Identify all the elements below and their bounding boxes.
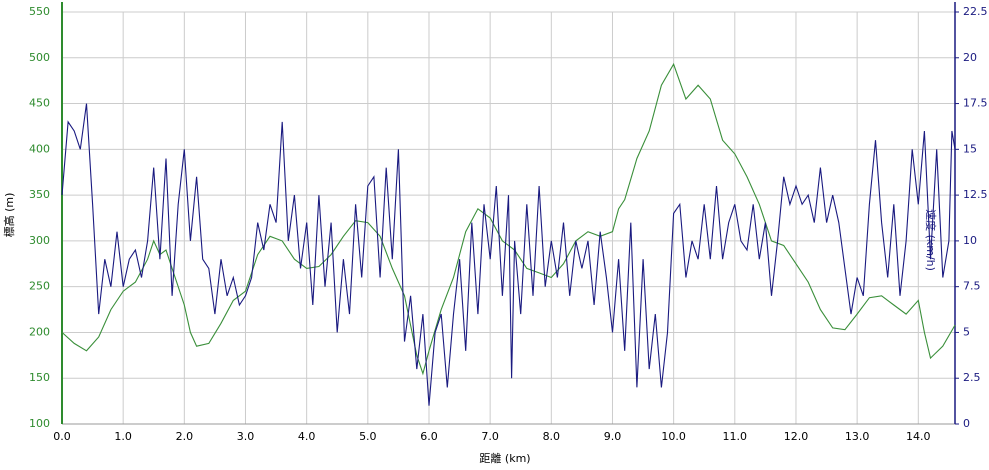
x-tick-label: 7.0 (481, 430, 499, 443)
y2-tick-label: 12.5 (963, 188, 988, 201)
y-tick-label: 450 (29, 97, 50, 110)
x-tick-label: 10.0 (661, 430, 686, 443)
y2-axis-label: 速度 (km/h) (924, 209, 938, 271)
x-tick-label: 9.0 (604, 430, 622, 443)
series-line (61, 62, 956, 376)
x-tick-label: 11.0 (723, 430, 748, 443)
y2-tick-label: 17.5 (963, 97, 988, 110)
y-tick-label: 350 (29, 188, 50, 201)
series-line (61, 103, 956, 406)
y2-tick-label: 2.5 (963, 371, 981, 384)
y2-tick-label: 0 (963, 417, 970, 430)
y-tick-label: 550 (29, 5, 50, 18)
x-tick-label: 4.0 (298, 430, 316, 443)
y-tick-label: 300 (29, 234, 50, 247)
y-axis-label: 標高 (m) (2, 193, 16, 238)
y2-tick-label: 5 (963, 325, 970, 338)
y-tick-label: 250 (29, 280, 50, 293)
x-tick-label: 12.0 (784, 430, 809, 443)
x-tick-label: 0.0 (53, 430, 71, 443)
y-tick-label: 100 (29, 417, 50, 430)
x-axis-label: 距離 (km) (479, 451, 530, 465)
y2-tick-label: 10 (963, 234, 977, 247)
y-tick-label: 500 (29, 51, 50, 64)
x-tick-label: 13.0 (845, 430, 870, 443)
x-tick-label: 1.0 (114, 430, 132, 443)
y-tick-label: 400 (29, 142, 50, 155)
y2-tick-label: 15 (963, 142, 977, 155)
x-tick-label: 5.0 (359, 430, 377, 443)
x-tick-label: 3.0 (237, 430, 255, 443)
y2-tick-label: 22.5 (963, 5, 988, 18)
x-tick-label: 2.0 (176, 430, 194, 443)
y2-tick-label: 7.5 (963, 280, 981, 293)
x-tick-label: 8.0 (543, 430, 561, 443)
y-tick-label: 200 (29, 325, 50, 338)
y-tick-label: 150 (29, 371, 50, 384)
y2-tick-label: 20 (963, 51, 977, 64)
x-tick-label: 14.0 (906, 430, 931, 443)
x-tick-label: 6.0 (420, 430, 438, 443)
